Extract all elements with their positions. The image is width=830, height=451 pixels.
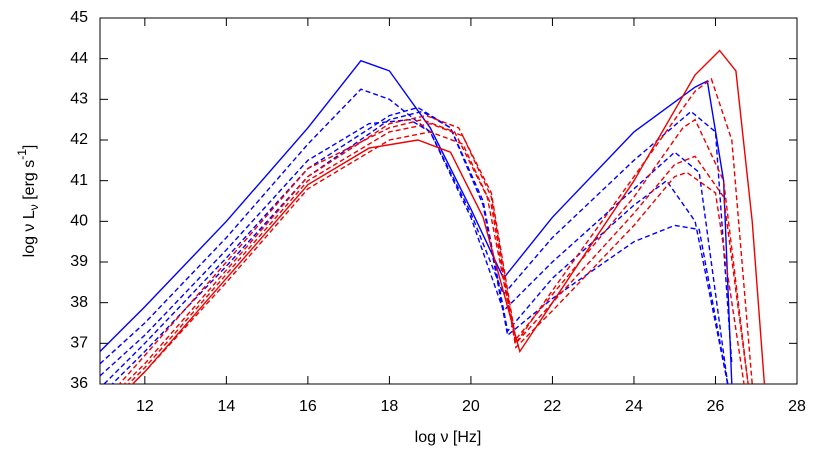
series-line: [111, 110, 729, 384]
y-tick-label: 37: [70, 335, 88, 352]
y-label-part: log ν L: [21, 210, 38, 257]
y-tick-label: 42: [70, 131, 88, 148]
y-tick-label: 38: [70, 294, 88, 311]
series-line: [103, 106, 729, 384]
y-tick-label: 40: [70, 213, 88, 230]
y-tick-label: 43: [70, 91, 88, 108]
curves: [100, 49, 766, 384]
y-label-part: ]: [21, 145, 38, 149]
x-tick-label: 22: [544, 398, 562, 415]
y-tick-label: 44: [70, 50, 88, 67]
x-tick-label: 14: [217, 398, 235, 415]
y-label-part: [erg s: [21, 160, 38, 204]
series-line: [100, 59, 733, 384]
series-line: [100, 118, 729, 384]
x-axis-label: log ν [Hz]: [415, 429, 482, 446]
series-line: [131, 49, 766, 384]
series-line: [100, 88, 733, 365]
y-tick-label: 45: [70, 9, 88, 26]
y-label-sup: -1: [15, 149, 29, 160]
series-line: [123, 114, 749, 384]
y-label-sub: ν: [27, 204, 41, 210]
y-axis-label: log ν Lν [erg s-1]: [15, 145, 41, 258]
y-tick-label: 36: [70, 375, 88, 392]
plot-frame: [99, 17, 798, 385]
y-tick-label: 39: [70, 253, 88, 270]
x-tick-label: 26: [707, 398, 725, 415]
x-tick-label: 12: [136, 398, 154, 415]
x-tick-label: 18: [380, 398, 398, 415]
x-tick-label: 20: [462, 398, 480, 415]
series-line: [131, 131, 745, 384]
x-tick-label: 16: [299, 398, 317, 415]
y-tick-label: 41: [70, 172, 88, 189]
x-tick-label: 24: [625, 398, 643, 415]
series-line: [118, 77, 753, 384]
series-line: [127, 122, 749, 384]
x-tick-label: 28: [788, 398, 806, 415]
